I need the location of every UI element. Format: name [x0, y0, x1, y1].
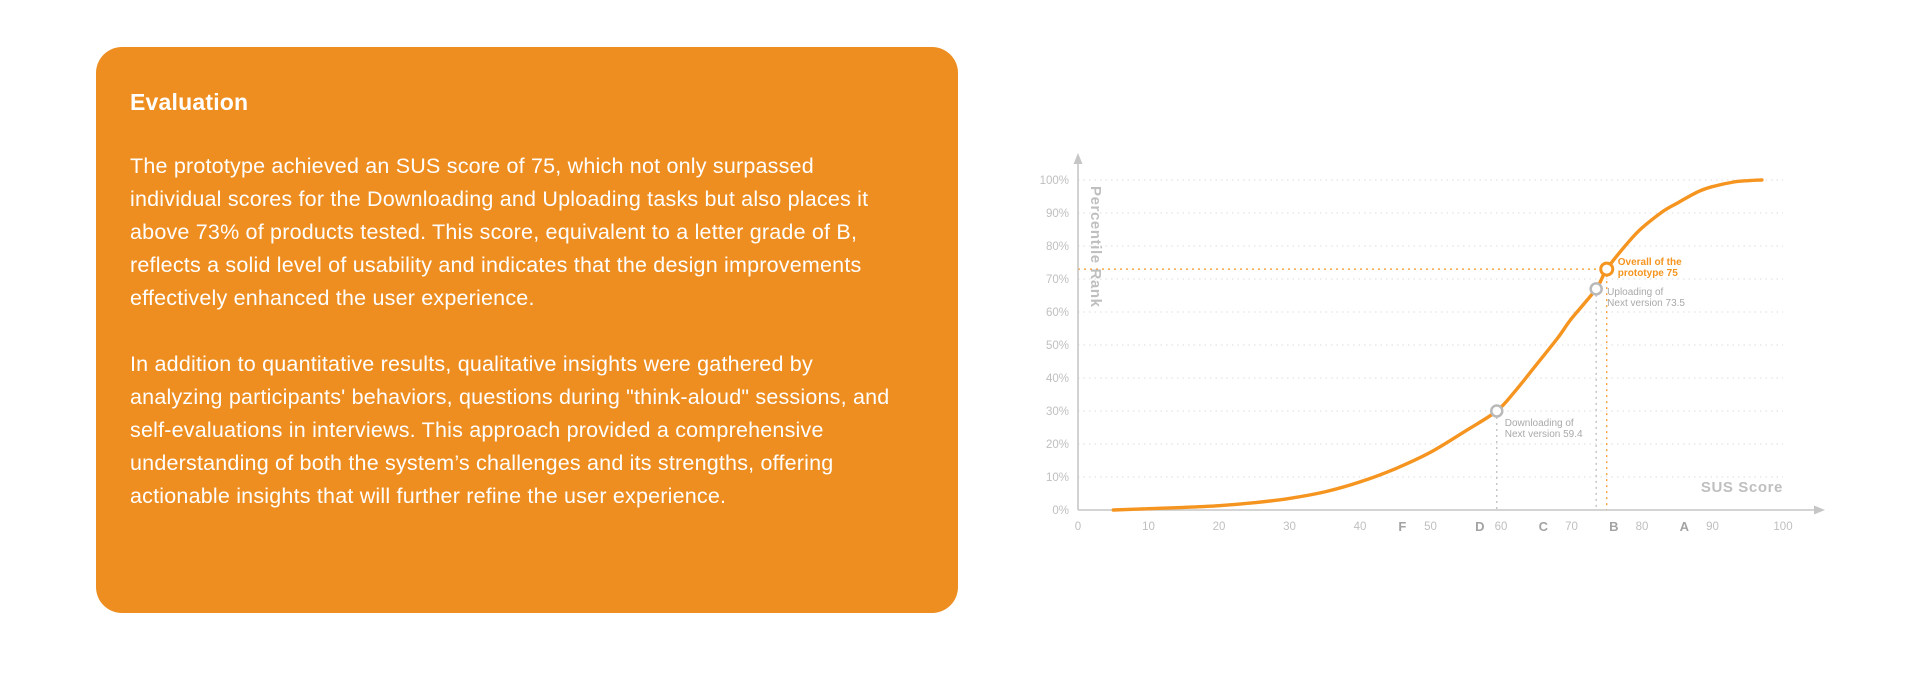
y-tick-label: 70%: [1046, 274, 1069, 286]
y-tick-label: 60%: [1046, 307, 1069, 319]
sus-percentile-chart-svg: 0% 10% 20% 30% 40% 50% 60% 70% 80% 90% 100% 0 10 20 30…: [1040, 153, 1825, 534]
x-tick-label: 30: [1283, 521, 1296, 533]
y-axis-arrow: [1073, 153, 1083, 164]
y-tick-label: 30%: [1046, 406, 1069, 418]
x-tick-label: 10: [1142, 521, 1155, 533]
x-tick-label: 60: [1495, 521, 1508, 533]
y-tick-label: 10%: [1046, 472, 1069, 484]
x-tick-label: 80: [1636, 521, 1649, 533]
y-tick-label: 90%: [1046, 208, 1069, 220]
card-paragraph-2: In addition to quantitative results, qua…: [130, 352, 890, 508]
sus-curve: [1111, 178, 1764, 512]
x-tick-label: 100: [1773, 521, 1792, 533]
x-axis-title: SUS Score: [1701, 479, 1783, 496]
x-tick-label: 40: [1354, 521, 1367, 533]
card-title: Evaluation: [130, 89, 249, 115]
x-axis-arrow: [1814, 505, 1825, 515]
marker-overall: [1599, 261, 1615, 277]
label-uploading: Uploading of Next version 73.5: [1607, 287, 1685, 309]
y-tick-label: 40%: [1046, 373, 1069, 385]
y-tick-label: 80%: [1046, 241, 1069, 253]
y-tick-label: 0%: [1052, 505, 1069, 517]
x-tick-label: 0: [1075, 521, 1081, 533]
marker-uploading: [1589, 282, 1603, 296]
y-tick-label: 50%: [1046, 340, 1069, 352]
y-tick-label: 100%: [1040, 175, 1069, 187]
grade-label-C: C: [1539, 519, 1549, 534]
grade-label-D: D: [1475, 519, 1484, 534]
evaluation-card: Evaluation The prototype achieved an SUS…: [96, 47, 958, 613]
label-downloading: Downloading of Next version 59.4: [1505, 418, 1583, 440]
x-tick-label: 90: [1706, 521, 1719, 533]
x-tick-label: 70: [1565, 521, 1578, 533]
card-paragraph-1: The prototype achieved an SUS score of 7…: [130, 154, 869, 310]
x-tick-label: 20: [1213, 521, 1226, 533]
label-overall: Overall of the prototype 75: [1618, 257, 1682, 279]
grade-label-A: A: [1680, 519, 1690, 534]
y-axis-title: Percentile Rank: [1087, 186, 1104, 308]
grade-label-F: F: [1398, 519, 1406, 534]
marker-downloading: [1490, 404, 1504, 418]
grade-label-B: B: [1609, 519, 1618, 534]
y-tick-label: 20%: [1046, 439, 1069, 451]
x-tick-label: 50: [1424, 521, 1437, 533]
sus-chart-figure: 0% 10% 20% 30% 40% 50% 60% 70% 80% 90% 100% 0 10 20 30…: [1028, 118, 1840, 590]
